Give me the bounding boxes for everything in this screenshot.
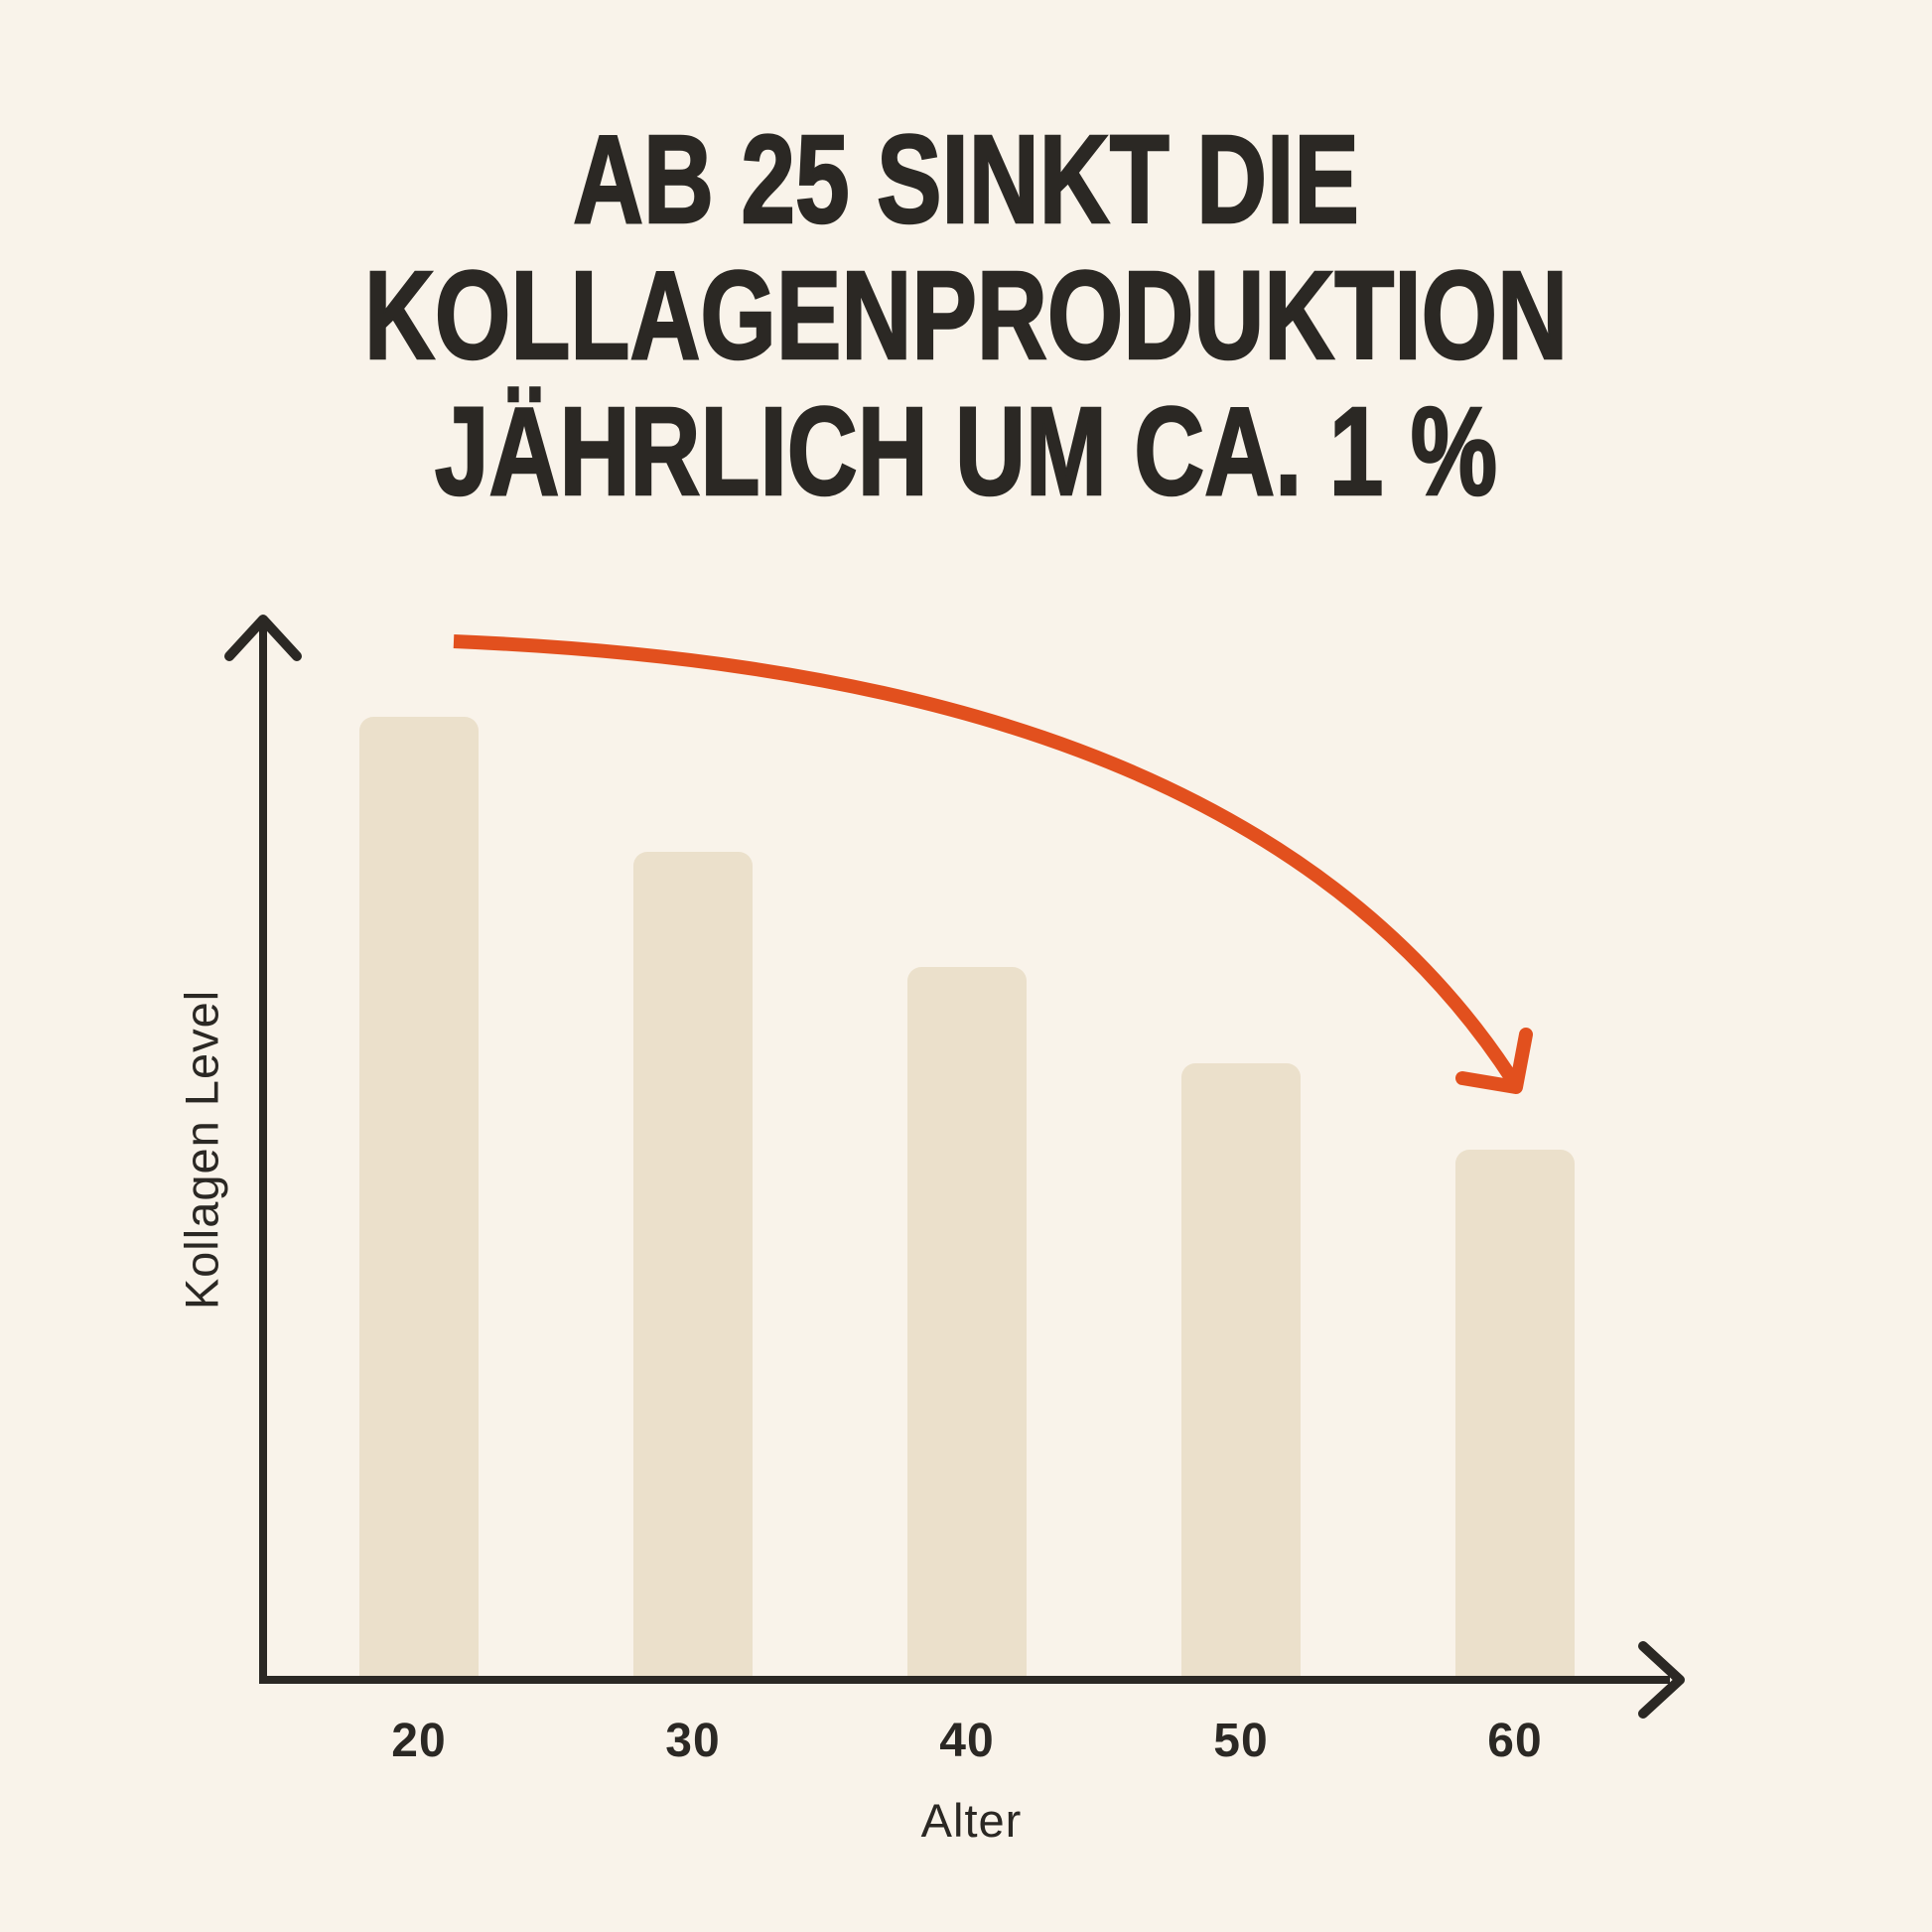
bar-50 — [1181, 1063, 1301, 1680]
bar-60 — [1455, 1150, 1575, 1680]
bar-20 — [359, 717, 479, 1680]
x-tick-60: 60 — [1487, 1715, 1543, 1767]
bars — [359, 717, 1575, 1680]
y-axis-label: Kollagen Level — [175, 989, 228, 1311]
x-tick-30: 30 — [665, 1715, 721, 1767]
bar-40 — [907, 967, 1027, 1680]
x-tick-20: 20 — [391, 1715, 447, 1767]
x-tick-40: 40 — [939, 1715, 995, 1767]
x-axis-label: Alter — [920, 1794, 1023, 1847]
page-title: AB 25 SINKT DIE KOLLAGENPRODUKTION JÄHRL… — [0, 109, 1932, 521]
x-tick-labels: 20 30 40 50 60 — [0, 1714, 1932, 1773]
title-line-2: KOLLAGENPRODUKTION — [363, 245, 1569, 385]
title-line-1: AB 25 SINKT DIE — [572, 109, 1360, 249]
title-line-3: JÄHRLICH UM CA. 1 % — [434, 381, 1498, 521]
bar-30 — [633, 852, 753, 1680]
x-tick-50: 50 — [1213, 1715, 1269, 1767]
